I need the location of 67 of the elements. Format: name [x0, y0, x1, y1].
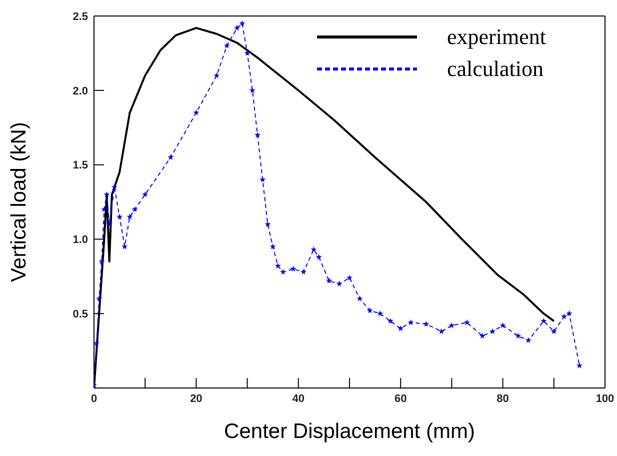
- y-tick-label: 0.5: [72, 308, 88, 321]
- point: [479, 332, 486, 339]
- x-tick-label: 0: [90, 392, 98, 405]
- point: [448, 322, 455, 328]
- y-axis-title: Vertical load (kN): [7, 122, 30, 282]
- point: [310, 246, 317, 252]
- x-tick-label: 100: [596, 392, 614, 405]
- point: [274, 262, 282, 269]
- point: [408, 319, 414, 326]
- point: [346, 274, 353, 280]
- point: [366, 307, 373, 314]
- point: [525, 337, 532, 343]
- point: [515, 332, 522, 339]
- point: [224, 42, 230, 48]
- x-tick-label: 40: [292, 392, 305, 405]
- point: [300, 268, 307, 275]
- x-tick-label: 20: [190, 392, 202, 405]
- point: [387, 318, 394, 324]
- point: [96, 296, 102, 302]
- point: [132, 206, 138, 212]
- x-axis-title: Center Displacement (mm): [224, 420, 475, 443]
- x-tick-label: 60: [394, 392, 407, 405]
- legend-label: calculation: [447, 56, 545, 82]
- point: [234, 24, 240, 30]
- point: [280, 268, 286, 275]
- point: [540, 318, 547, 324]
- y-tick-label: 1.0: [72, 234, 88, 246]
- point: [550, 328, 557, 334]
- point: [500, 322, 506, 328]
- point: [566, 310, 572, 316]
- y-tick-label: 2.0: [72, 85, 88, 98]
- point: [142, 191, 148, 198]
- point: [270, 243, 276, 250]
- point: [264, 221, 271, 227]
- x-tick-label: 80: [496, 392, 509, 405]
- point: [122, 243, 128, 250]
- point: [111, 184, 118, 190]
- point: [193, 110, 200, 116]
- point: [104, 191, 110, 198]
- point: [244, 50, 250, 56]
- point: [377, 310, 384, 316]
- point: [168, 154, 174, 160]
- point: [336, 280, 342, 286]
- point: [561, 313, 568, 320]
- point: [126, 214, 133, 220]
- point: [249, 87, 256, 93]
- y-tick-label: 1.5: [72, 160, 88, 172]
- point: [438, 328, 445, 334]
- point: [316, 254, 322, 260]
- point: [106, 221, 112, 227]
- point: [290, 266, 296, 272]
- point: [239, 20, 246, 26]
- point: [423, 320, 430, 327]
- point: [254, 132, 261, 138]
- point: [94, 340, 100, 346]
- point: [356, 296, 363, 302]
- legend-label: experiment: [447, 24, 547, 50]
- point: [326, 278, 332, 284]
- point: [214, 72, 220, 78]
- point: [116, 214, 123, 220]
- point: [490, 328, 496, 334]
- point: [398, 325, 404, 332]
- y-tick-label: 2.5: [72, 10, 88, 23]
- point: [576, 362, 582, 368]
- point: [101, 206, 108, 212]
- point: [260, 176, 266, 182]
- point: [464, 319, 470, 326]
